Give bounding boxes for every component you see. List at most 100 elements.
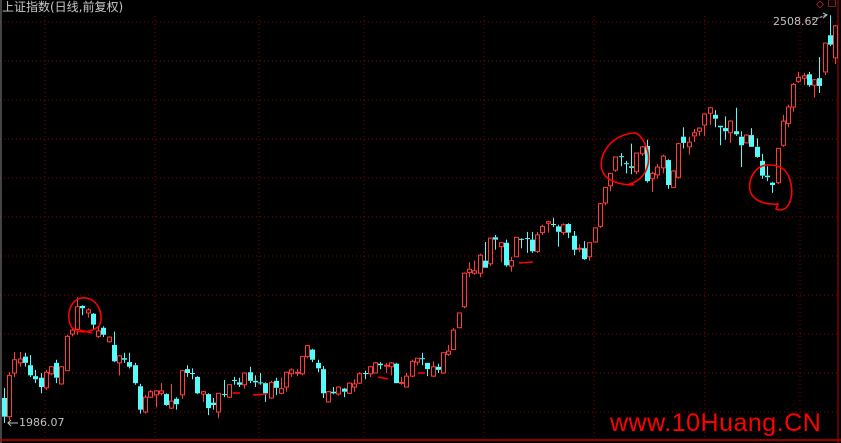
square-icon[interactable]: ☐ [827, 0, 837, 10]
candle-body [70, 329, 75, 335]
candle-up [577, 244, 582, 253]
candle-down [572, 231, 577, 256]
candle-up [336, 386, 341, 396]
diamond-icon[interactable]: ◇ [816, 0, 824, 10]
candle-body [451, 329, 456, 351]
candle-body [305, 345, 310, 358]
candle-body [389, 362, 394, 368]
candle-body [817, 78, 822, 86]
candle-down [363, 370, 368, 380]
candle-body [624, 163, 629, 165]
candle-down [739, 131, 744, 168]
candle-up [603, 186, 608, 206]
candle-down [828, 15, 833, 47]
candle-up [441, 352, 446, 374]
candle-body [671, 170, 676, 188]
candle-body [242, 372, 247, 386]
candle-body [331, 391, 336, 394]
candle-down [504, 239, 509, 267]
candle-body [352, 383, 357, 388]
candle-body [546, 221, 551, 224]
candle-up [796, 71, 801, 83]
candle-up [352, 379, 357, 392]
candle-body [457, 312, 462, 329]
candle-body [702, 113, 707, 126]
candle-body [556, 226, 561, 232]
candle-body [96, 330, 101, 337]
candle-body [613, 156, 618, 171]
candle-body [697, 127, 702, 132]
candle-up [154, 390, 159, 408]
candle-down [519, 238, 524, 249]
candle-body [551, 224, 556, 226]
candle-down [127, 352, 132, 369]
candle-up [786, 104, 791, 128]
candle-body [101, 327, 106, 335]
candle-body [65, 335, 70, 372]
candle-up [457, 312, 462, 329]
candle-body [629, 166, 634, 168]
candle-down [619, 153, 624, 167]
candle-body [519, 238, 524, 240]
candle-body [572, 235, 577, 250]
candle-body [723, 128, 728, 132]
candle-body [206, 394, 211, 409]
candle-up [462, 272, 467, 309]
candle-body [18, 358, 23, 364]
candle-down [723, 116, 728, 140]
candle-body [86, 309, 91, 314]
candle-down [54, 359, 59, 384]
candle-body [326, 391, 331, 403]
candle-up [791, 82, 796, 112]
candle-body [211, 402, 216, 405]
candle-body [295, 371, 300, 374]
candle-body [91, 313, 96, 325]
candle-up [12, 351, 17, 377]
candle-up [300, 356, 305, 376]
candle-body [368, 366, 373, 375]
candle-up [702, 113, 707, 136]
candle-down [425, 362, 430, 377]
candle-body [28, 365, 33, 376]
candle-down [321, 365, 326, 398]
candle-up [96, 326, 101, 338]
candle-body [781, 120, 786, 146]
candle-up [148, 390, 153, 398]
candle-up [269, 380, 274, 399]
candle-body [436, 366, 441, 370]
candle-up [833, 25, 838, 65]
candle-body [598, 203, 603, 227]
candle-body [384, 364, 389, 367]
candle-down [582, 241, 587, 260]
candle-down [525, 231, 530, 253]
candle-body [169, 400, 174, 409]
candle-up [159, 383, 164, 396]
candle-body [812, 79, 817, 86]
candle-body [577, 247, 582, 250]
candle-body [394, 363, 399, 384]
candle-body [216, 392, 221, 413]
candle-body [107, 336, 112, 343]
candle-body [420, 358, 425, 360]
candle-body [248, 372, 253, 381]
candle-body [164, 394, 169, 405]
candle-body [823, 42, 828, 73]
candle-body [791, 83, 796, 108]
candle-down [274, 377, 279, 395]
candle-down [28, 355, 33, 377]
candle-up [65, 334, 70, 372]
candle-up [661, 154, 666, 174]
candle-body [796, 76, 801, 82]
candle-down [33, 369, 38, 384]
candle-down [222, 380, 227, 398]
candle-down [483, 241, 488, 268]
candle-body [201, 391, 206, 395]
candle-body [263, 383, 268, 394]
candle-body [357, 373, 362, 384]
candle-body [12, 359, 17, 374]
candle-down [112, 331, 117, 363]
candle-down [556, 224, 561, 247]
candle-down [749, 128, 754, 147]
